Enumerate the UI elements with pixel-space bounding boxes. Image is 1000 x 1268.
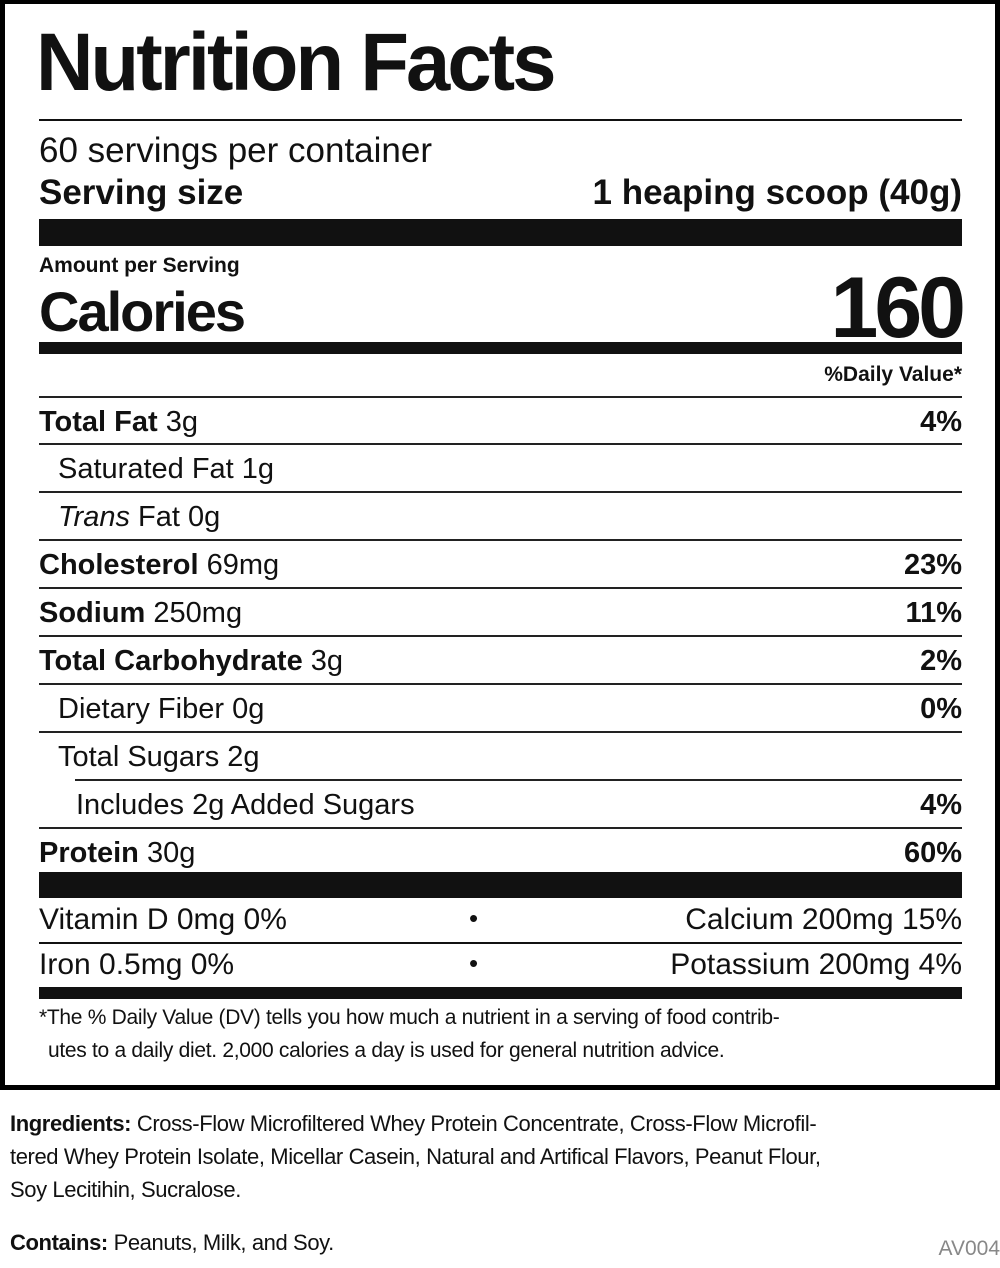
nutrient-amount: 0g bbox=[232, 693, 265, 725]
nutrient-row-total-sugars: Total Sugars 2g bbox=[39, 731, 962, 779]
nutrient-dv: 4% bbox=[920, 789, 962, 821]
nutrient-row-sodium: Sodium 250mg 11% bbox=[39, 587, 962, 635]
vitamin-d: Vitamin D 0mg 0% bbox=[39, 903, 287, 936]
serving-size-label: Serving size bbox=[39, 173, 244, 212]
ingredients-label: Ingredients: bbox=[10, 1111, 132, 1136]
nutrient-name: Includes 2g Added Sugars bbox=[76, 789, 415, 821]
nutrient-dv: 0% bbox=[920, 693, 962, 725]
nutrient-amount: 250mg bbox=[153, 597, 243, 629]
nutrient-dv: 23% bbox=[903, 549, 962, 581]
ingredients-text: Cross-Flow Microfiltered Whey Protein Co… bbox=[136, 1111, 817, 1136]
nutrient-name: Total Sugars bbox=[58, 741, 220, 773]
nutrient-dv: 2% bbox=[920, 645, 962, 677]
contains-label: Contains: bbox=[10, 1230, 108, 1255]
nutrient-name: Total Fat bbox=[39, 406, 158, 438]
divider bbox=[39, 119, 962, 121]
amount-per-serving: Amount per Serving bbox=[39, 254, 240, 277]
nutrient-amount: 30g bbox=[146, 837, 196, 869]
nutrition-facts-panel bbox=[0, 0, 1000, 1090]
nutrient-name: Protein bbox=[39, 837, 139, 869]
nutrient-row-total-carbohydrate: Total Carbohydrate 3g 2% bbox=[39, 635, 962, 683]
calories-label: Calories bbox=[39, 280, 246, 343]
thick-divider bbox=[39, 872, 962, 898]
nutrient-name: Cholesterol bbox=[39, 549, 199, 581]
nutrient-name: Dietary Fiber bbox=[58, 693, 224, 725]
ingredients-line-1: Ingredients: Cross-Flow Microfiltered Wh… bbox=[10, 1111, 817, 1136]
nutrient-name: Sodium bbox=[39, 597, 146, 629]
nutrient-row-saturated-fat: Saturated Fat 1g bbox=[39, 443, 962, 491]
nutrient-name: Saturated Fat bbox=[58, 453, 234, 485]
nutrient-row-dietary-fiber: Dietary Fiber 0g 0% bbox=[39, 683, 962, 731]
footnote-line-2: utes to a daily diet. 2,000 calories a d… bbox=[48, 1039, 725, 1062]
ingredients-line-3: Soy Lecitihin, Sucralose. bbox=[10, 1177, 241, 1202]
bullet: • bbox=[469, 948, 479, 978]
nutrient-amount: 0g bbox=[188, 501, 221, 533]
serving-size-value: 1 heaping scoop (40g) bbox=[592, 173, 963, 212]
nutrient-dv: 11% bbox=[905, 597, 962, 629]
calcium: Calcium 200mg 15% bbox=[685, 903, 962, 936]
medium-divider bbox=[39, 987, 962, 999]
ingredients-line-2: tered Whey Protein Isolate, Micellar Cas… bbox=[10, 1144, 821, 1169]
nutrient-amount: 3g bbox=[310, 645, 344, 677]
divider bbox=[39, 942, 962, 944]
nutrient-name: Trans bbox=[58, 501, 130, 533]
nutrient-row-total-fat: Total Fat 3g 4% bbox=[39, 396, 962, 444]
bullet: • bbox=[469, 903, 479, 933]
potassium: Potassium 200mg 4% bbox=[670, 948, 962, 981]
nutrient-row-protein: Protein 30g 60% bbox=[39, 827, 962, 875]
nutrient-row-trans-fat: Trans Fat 0g bbox=[39, 491, 962, 539]
footnote-line-1: *The % Daily Value (DV) tells you how mu… bbox=[39, 1006, 780, 1029]
nutrient-name-rest: Fat bbox=[138, 501, 180, 533]
contains-value: Peanuts, Milk, and Soy. bbox=[113, 1230, 335, 1255]
medium-divider bbox=[39, 342, 962, 354]
nutrient-amount: 1g bbox=[241, 453, 275, 485]
nutrient-row-added-sugars: Includes 2g Added Sugars 4% bbox=[39, 779, 962, 827]
daily-value-header: %Daily Value* bbox=[824, 363, 962, 386]
nutrient-amount: 2g bbox=[227, 741, 260, 773]
calories-value: 160 bbox=[830, 260, 966, 356]
thick-divider bbox=[39, 219, 962, 246]
contains-line: Contains: Peanuts, Milk, and Soy. bbox=[10, 1232, 334, 1254]
nutrient-dv: 4% bbox=[920, 406, 962, 438]
nutrient-dv: 60% bbox=[903, 837, 962, 869]
nutrient-amount: 3g bbox=[165, 406, 199, 438]
nutrient-amount: 69mg bbox=[206, 549, 280, 581]
servings-per-container: 60 servings per container bbox=[39, 131, 432, 170]
iron: Iron 0.5mg 0% bbox=[39, 948, 235, 981]
nutrient-name: Total Carbohydrate bbox=[39, 645, 303, 677]
panel-title: Nutrition Facts bbox=[36, 17, 556, 108]
product-code: AV004 bbox=[938, 1237, 1000, 1260]
nutrient-row-cholesterol: Cholesterol 69mg 23% bbox=[39, 539, 962, 587]
